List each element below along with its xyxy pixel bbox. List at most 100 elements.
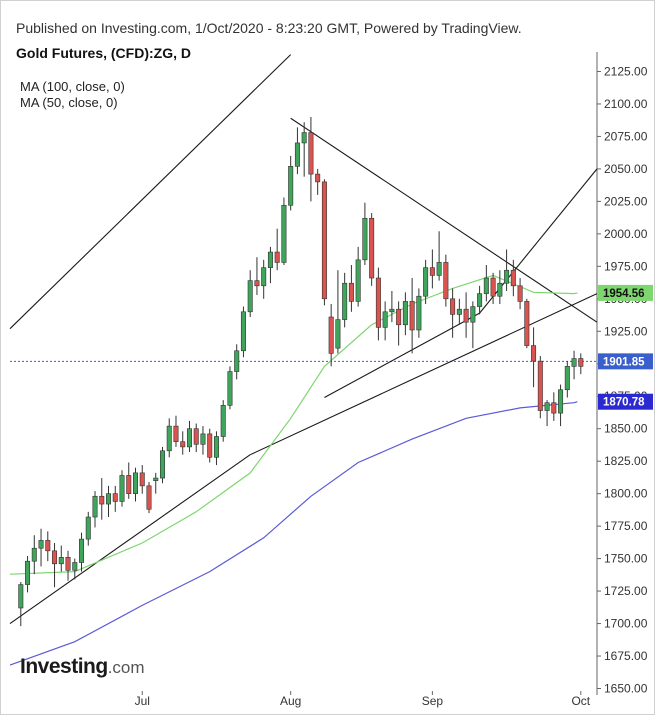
y-tick-label: 1850.00 bbox=[604, 422, 648, 436]
y-tick-label: 1725.00 bbox=[604, 584, 648, 598]
logo-wordmark: Investing bbox=[20, 655, 108, 678]
candle bbox=[382, 301, 388, 341]
candle bbox=[227, 366, 233, 410]
candle bbox=[288, 155, 294, 211]
candle bbox=[186, 420, 192, 453]
candle-body bbox=[335, 319, 341, 349]
candle bbox=[173, 415, 179, 447]
candle bbox=[267, 246, 273, 284]
y-tick-label: 2075.00 bbox=[604, 129, 648, 143]
badge-bg bbox=[598, 353, 653, 370]
candle bbox=[31, 535, 37, 575]
candle bbox=[483, 265, 489, 302]
candle bbox=[362, 202, 368, 266]
candle-body bbox=[551, 402, 557, 414]
x-tick-label: Sep bbox=[422, 694, 444, 708]
candle bbox=[213, 431, 219, 466]
candle-body bbox=[227, 371, 233, 406]
candle-body bbox=[119, 475, 125, 502]
candle bbox=[375, 267, 381, 341]
candle-body bbox=[139, 472, 145, 487]
candle-body bbox=[564, 366, 570, 391]
moving-averages bbox=[9, 274, 578, 666]
candle bbox=[558, 384, 564, 427]
y-tick-label: 2100.00 bbox=[604, 97, 648, 111]
candle-body bbox=[524, 301, 530, 346]
ma50-line bbox=[9, 274, 578, 575]
trendline-0 bbox=[9, 454, 251, 625]
y-tick-label: 1700.00 bbox=[604, 617, 648, 631]
candle bbox=[261, 259, 267, 299]
candle bbox=[335, 270, 341, 354]
candle-body bbox=[558, 389, 564, 414]
logo-suffix: .com bbox=[107, 658, 145, 677]
candle-body bbox=[180, 441, 186, 448]
candle-body bbox=[106, 493, 112, 505]
candle bbox=[193, 423, 199, 453]
candle bbox=[301, 122, 307, 177]
candle-body bbox=[396, 308, 402, 326]
candles bbox=[18, 116, 584, 627]
y-tick-label: 1975.00 bbox=[604, 259, 648, 273]
candle-body bbox=[416, 295, 422, 331]
candle bbox=[106, 485, 112, 518]
candle-body bbox=[443, 262, 449, 300]
candle bbox=[564, 361, 570, 398]
candle bbox=[416, 288, 422, 338]
badge-label: 1870.78 bbox=[603, 397, 645, 409]
candle-body bbox=[153, 477, 159, 481]
candle-body bbox=[463, 308, 469, 323]
candle bbox=[166, 418, 172, 458]
badge-label: 1901.85 bbox=[603, 356, 645, 368]
candle-body bbox=[348, 282, 354, 302]
candle-body bbox=[65, 557, 71, 571]
candle bbox=[436, 231, 442, 281]
candle bbox=[463, 292, 469, 338]
trendline-1 bbox=[249, 293, 598, 456]
candle-body bbox=[355, 259, 361, 302]
candle-body bbox=[146, 485, 152, 510]
candle bbox=[510, 259, 516, 297]
candle-body bbox=[207, 433, 213, 458]
y-tick-label: 1925.00 bbox=[604, 324, 648, 338]
candle-body bbox=[274, 251, 280, 263]
candle bbox=[490, 272, 496, 305]
candle bbox=[443, 254, 449, 307]
candle-body bbox=[240, 311, 246, 352]
candle bbox=[200, 426, 206, 455]
candle-body bbox=[571, 358, 577, 367]
y-tick-label: 1650.00 bbox=[604, 682, 648, 696]
candle-body bbox=[31, 547, 37, 562]
candle-body bbox=[544, 402, 550, 411]
trendlines bbox=[9, 54, 598, 625]
candle-body bbox=[234, 350, 240, 372]
candle-body bbox=[281, 204, 287, 263]
candle-body bbox=[126, 475, 132, 494]
candle-body bbox=[362, 217, 368, 261]
candle bbox=[524, 298, 530, 349]
candle-body bbox=[288, 166, 294, 206]
candle-body bbox=[321, 181, 327, 300]
candle-body bbox=[510, 269, 516, 287]
trendline-4 bbox=[324, 312, 480, 399]
y-axis-ticks: 1650.00 1675.00 1700.00 1725.00 1750.00 1775.… bbox=[597, 64, 648, 696]
candle-body bbox=[450, 298, 456, 315]
candle bbox=[274, 228, 280, 271]
candle bbox=[52, 543, 58, 588]
candle-body bbox=[193, 428, 199, 445]
candle bbox=[220, 400, 226, 442]
candle-body bbox=[72, 562, 78, 571]
candle-body bbox=[112, 493, 118, 502]
candle bbox=[328, 304, 334, 367]
candle bbox=[72, 558, 78, 580]
x-tick-label: Jul bbox=[135, 694, 150, 708]
candle-body bbox=[92, 495, 98, 518]
candle bbox=[65, 550, 71, 581]
candle bbox=[396, 301, 402, 346]
candle-body bbox=[38, 540, 44, 549]
candle bbox=[429, 249, 435, 289]
candle bbox=[531, 327, 537, 388]
candle-body bbox=[186, 428, 192, 448]
investing-logo: Investing.com bbox=[20, 655, 145, 679]
candle-body bbox=[173, 425, 179, 442]
